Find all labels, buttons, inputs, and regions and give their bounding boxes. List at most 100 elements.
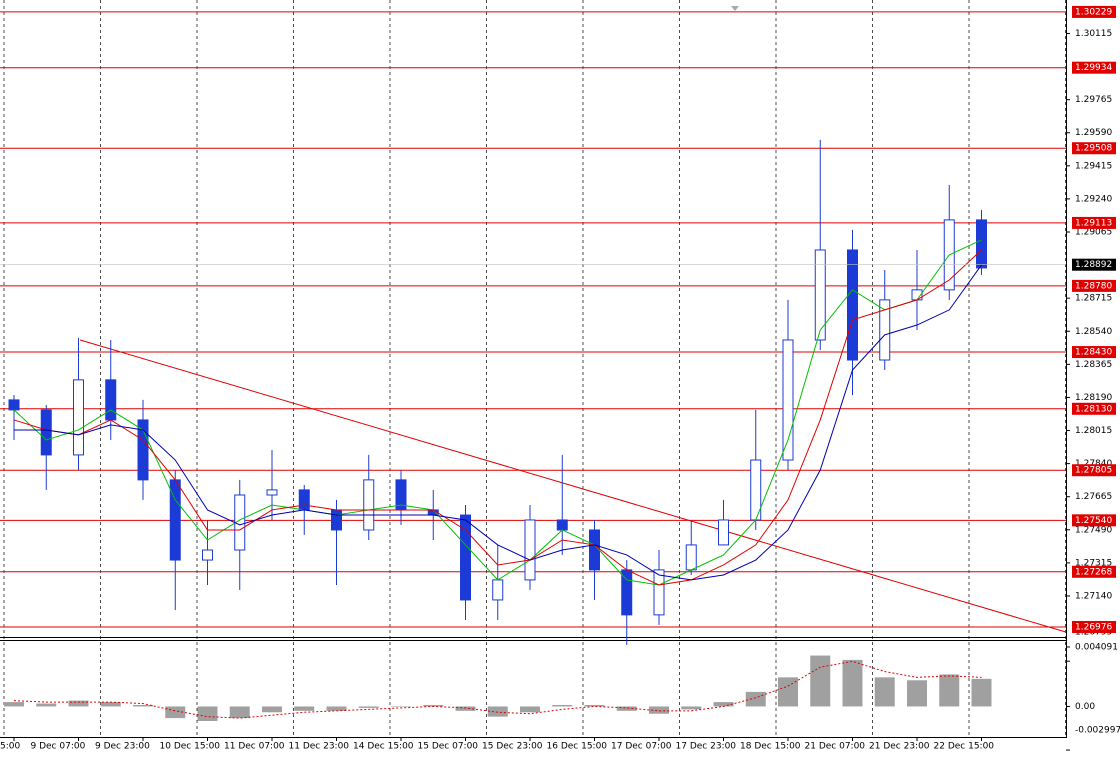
level-label: 1.27268	[1075, 567, 1112, 577]
oscillator-bar	[100, 702, 121, 707]
x-tick-label: 21 Dec 23:00	[869, 742, 930, 752]
level-label: 1.29934	[1075, 63, 1112, 73]
current-price-label: 1.28892	[1075, 260, 1112, 270]
oscillator-bar	[455, 706, 476, 711]
oscillator-bar	[165, 706, 186, 719]
shift-marker	[731, 6, 739, 11]
level-label: 1.30229	[1075, 7, 1112, 17]
y-tick-label: 0.00	[1075, 702, 1095, 712]
oscillator-bar	[197, 706, 218, 721]
y-tick-label: 1.30115	[1075, 29, 1112, 39]
x-tick-label: 9 Dec 07:00	[31, 742, 86, 752]
oscillator-bar	[649, 706, 669, 714]
oscillator-bar	[229, 706, 250, 719]
oscillator-bar	[294, 706, 315, 711]
y-tick-label: 0.004091	[1075, 642, 1118, 652]
candle-body	[814, 249, 826, 341]
candle-body	[685, 544, 697, 571]
x-tick-label: 15 Dec 07:00	[418, 742, 479, 752]
level-label: 1.29508	[1075, 144, 1112, 154]
x-tick-label: 14 Dec 15:00	[353, 742, 414, 752]
y-tick-label: 1.27490	[1075, 525, 1112, 535]
y-tick-label: 1.27840	[1075, 459, 1112, 469]
oscillator-bar	[262, 706, 282, 713]
level-label: 1.28130	[1075, 404, 1112, 414]
oscillator-bar	[907, 680, 927, 707]
moving-average	[13, 239, 982, 586]
oscillator-bar	[487, 706, 508, 717]
level-label-box	[1072, 620, 1116, 633]
level-label-box	[1072, 514, 1116, 527]
level-label-box	[1072, 279, 1116, 292]
oscillator-bar	[939, 674, 960, 707]
x-tick-label: 9 Dec 23:00	[95, 742, 150, 752]
candle-body	[976, 219, 987, 269]
y-tick-label: 1.28715	[1075, 294, 1112, 304]
level-label-box	[1072, 402, 1116, 415]
trend-line	[79, 339, 1066, 633]
oscillator-bar	[423, 705, 444, 707]
candle-body	[8, 399, 20, 411]
oscillator-bar	[842, 659, 863, 707]
candle-body	[589, 529, 600, 571]
level-label-box	[1072, 565, 1116, 578]
oscillator-bar	[133, 705, 153, 707]
oscillator-bar	[520, 706, 540, 713]
x-tick-label: 17 Dec 23:00	[676, 742, 737, 752]
candle-body	[847, 249, 858, 361]
level-label: 1.28430	[1075, 348, 1112, 358]
candle-body	[137, 419, 149, 481]
candle-body	[556, 519, 568, 531]
y-tick-label: 1.29240	[1075, 194, 1112, 204]
y-tick-label: 1.28015	[1075, 426, 1112, 436]
candle-body	[40, 409, 52, 456]
candle-body	[331, 509, 342, 531]
y-tick-label: 1.29065	[1075, 227, 1112, 237]
oscillator-bar	[778, 677, 798, 707]
x-tick-label: 22 Dec 15:00	[934, 742, 995, 752]
candle-body	[460, 514, 471, 601]
x-tick-label: 17 Dec 07:00	[611, 742, 672, 752]
y-tick-label: 1.27665	[1075, 492, 1112, 502]
y-tick-label: 1.27315	[1075, 558, 1112, 568]
candle-body	[718, 519, 729, 546]
oscillator-bar	[745, 691, 766, 707]
oscillator-bar	[36, 703, 57, 707]
candle-body	[73, 379, 84, 456]
oscillator-bar	[810, 655, 831, 707]
level-label: 1.26976	[1075, 622, 1112, 632]
candle-body	[202, 549, 213, 561]
oscillator-bar	[584, 705, 605, 707]
oscillator-bar	[4, 702, 24, 707]
oscillator-bar	[552, 705, 573, 707]
level-label: 1.29113	[1075, 218, 1112, 228]
candle-body	[266, 489, 278, 496]
moving-average	[14, 264, 982, 581]
x-tick-label: 10 Dec 15:00	[160, 742, 221, 752]
moving-average	[13, 249, 982, 586]
level-label: 1.27805	[1075, 466, 1112, 476]
oscillator-bar	[874, 677, 895, 707]
x-tick-label: 18 Dec 15:00	[740, 742, 801, 752]
y-tick-label: 1.28190	[1075, 393, 1112, 403]
level-label-box	[1072, 464, 1116, 477]
x-tick-label: 15 Dec 23:00	[482, 742, 543, 752]
level-label: 1.28780	[1075, 281, 1112, 291]
y-tick-label: 1.29590	[1075, 128, 1112, 138]
x-tick-label: 11 Dec 23:00	[289, 742, 350, 752]
level-label-box	[1072, 142, 1116, 155]
oscillator-bar	[616, 706, 637, 711]
oscillator-bar	[391, 706, 411, 707]
level-label-box	[1072, 346, 1116, 359]
candle-body	[653, 569, 665, 616]
candle-body	[363, 479, 375, 531]
candle-body	[298, 489, 310, 511]
level-label-box	[1072, 61, 1116, 74]
candle-body	[879, 299, 891, 361]
x-tick-label: 11 Dec 07:00	[224, 742, 285, 752]
y-tick-label: 1.28540	[1075, 327, 1112, 337]
oscillator-bar	[971, 678, 992, 707]
y-tick-label: 1.29415	[1075, 161, 1112, 171]
